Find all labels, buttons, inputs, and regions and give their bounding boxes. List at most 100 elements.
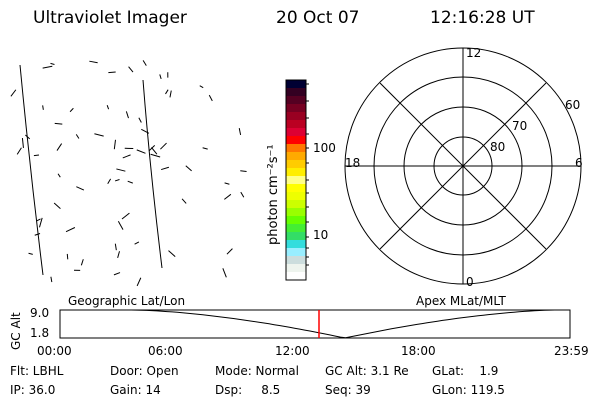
map-fragment [151,147,158,155]
colorbar-tick: 10 [313,228,329,242]
colorbar-swatch [286,184,306,193]
meridian-line-right [142,79,163,269]
map-fragment [28,252,33,255]
map-fragment [56,143,63,151]
map-fragment [50,62,55,65]
map-fragment [226,248,233,255]
map-fragment [165,89,169,95]
map-fragment [21,137,24,148]
status-ip: IP: 36.0 [10,383,56,397]
mlt-label-0: 0 [466,275,474,289]
colorbar-swatch [286,120,306,129]
colorbar-swatch [286,152,306,161]
map-fragment [116,168,126,172]
map-fragment [122,154,131,159]
map-fragment [141,128,150,134]
map-fragment [134,241,140,245]
map-fragment [142,60,147,66]
altitude-curve [60,309,570,339]
colorbar-swatch [286,88,306,97]
map-fragment [34,232,41,236]
status-filter: Flt: LBHL [10,364,64,378]
colorbar-swatch [286,176,306,185]
map-fragment [117,251,120,258]
xtick: 12:00 [275,344,310,358]
map-fragment [138,117,142,123]
map-fragment [107,178,112,184]
status-gain: Gain: 14 [110,383,161,397]
colorbar-swatch [286,272,306,281]
xtick: 06:00 [148,344,183,358]
apex-label: Apex MLat/MLT [416,294,506,308]
colorbar-swatch [286,216,306,225]
map-fragment [224,193,232,200]
mlt-label-12: 12 [466,46,482,60]
map-fragment [208,94,213,102]
map-fragment [240,170,247,172]
status-door: Door: Open [110,364,179,378]
map-fragment [36,218,41,222]
map-fragment [222,268,227,278]
colorbar-swatch [286,200,306,209]
map-fragment [136,277,142,287]
map-fragment [50,276,53,283]
colorbar-swatch [286,208,306,217]
map-fragment [42,65,53,69]
lat-label-70: 70 [512,119,528,133]
status-dsp: Dsp: 8.5 [215,383,281,397]
status-glon: GLon: 119.5 [432,383,505,397]
colorbar-swatch [286,112,306,121]
map-fragment [10,89,17,97]
ytick: 1.8 [30,326,50,340]
map-fragment [76,186,85,191]
colorbar-swatch [286,224,306,233]
map-fragment [168,250,176,257]
map-fragment [57,173,61,178]
colorbar-swatch [286,248,306,257]
ytick: 9.0 [30,306,50,320]
map-fragment [136,149,146,154]
colorbar-swatch [286,240,306,249]
timeline-ylabel: GC Alt [9,312,23,350]
colorbar-swatch [286,168,306,177]
geographic-label: Geographic Lat/Lon [68,294,186,308]
map-fragment [94,133,104,137]
status-glat: GLat: 1.9 [432,364,499,378]
map-fragment [128,66,134,73]
map-fragment [16,147,22,155]
map-fragment [160,142,167,150]
map-fragment [159,74,162,80]
map-fragment [114,179,120,182]
colorbar [285,79,309,281]
map-fragment [114,243,117,251]
map-fragment [127,180,133,184]
map-fragment [240,191,245,198]
date-label: 20 Oct 07 [276,8,360,28]
status-mode: Mode: Normal [215,364,299,378]
map-fragment [181,198,187,204]
map-fragment [117,220,124,230]
map-fragment [108,71,116,74]
mlt-label-18: 18 [345,156,361,170]
colorbar-swatch [286,192,306,201]
map-fragment [33,154,40,157]
geographic-map-panels [10,60,247,287]
map-fragment [224,182,230,185]
status-seq: Seq: 39 [325,383,371,397]
mlt-label-6: 6 [575,156,583,170]
colorbar-swatch [286,160,306,169]
map-fragment [113,139,116,150]
map-fragment [199,85,204,89]
map-fragment [121,212,130,220]
map-fragment [106,105,110,110]
map-fragment [148,145,156,152]
colorbar-swatch [286,136,306,145]
map-fragment [185,165,192,172]
time-label: 12:16:28 UT [430,8,535,28]
map-fragment [39,217,43,228]
lat-label-80: 80 [490,140,506,154]
map-fragment [202,147,208,150]
instrument-title: Ultraviolet Imager [33,8,187,28]
